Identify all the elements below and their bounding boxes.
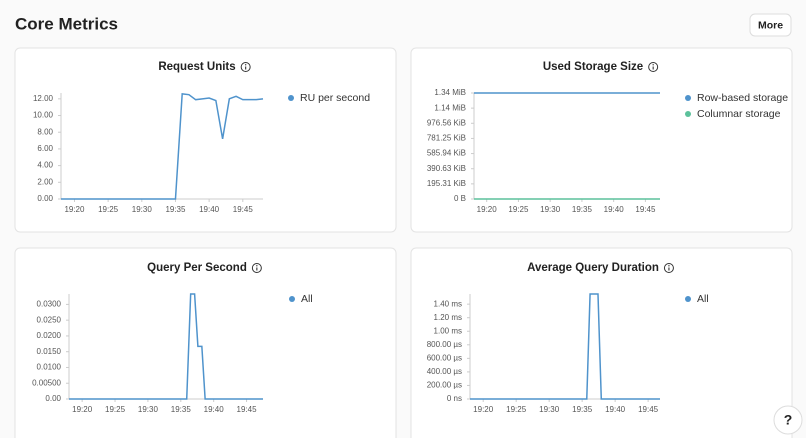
y-tick-label: 800.00 µs: [427, 340, 462, 349]
x-tick-label: 19:40: [604, 205, 625, 214]
x-tick-label: 19:30: [132, 205, 153, 214]
x-tick-label: 19:25: [508, 205, 529, 214]
series-line: [61, 92, 264, 200]
y-tick-label: 1.00 ms: [434, 326, 462, 335]
x-tick-label: 19:30: [138, 405, 159, 414]
card: [14, 247, 397, 438]
legend-label: Row-based storage: [697, 92, 788, 104]
chart-title: Request Units: [158, 61, 235, 73]
x-tick-label: 19:25: [105, 405, 126, 414]
page-title: Core Metrics: [15, 14, 118, 33]
x-tick-label: 19:20: [72, 405, 93, 414]
y-tick-label: 0.0200: [37, 331, 62, 340]
info-icon: [652, 64, 654, 66]
legend-marker: [288, 95, 294, 101]
card: [410, 247, 793, 438]
x-tick-label: 19:35: [165, 205, 186, 214]
info-icon: [244, 64, 247, 66]
x-tick-label: 19:40: [204, 405, 225, 414]
info-icon: [663, 263, 674, 273]
y-tick-label: 585.94 KiB: [427, 149, 466, 158]
chart-title: Query Per Second: [147, 262, 247, 274]
x-tick-label: 19:30: [540, 205, 561, 214]
legend-marker: [289, 296, 295, 302]
y-tick-label: 400.00 µs: [427, 367, 462, 376]
y-tick-label: 781.25 KiB: [427, 134, 466, 143]
x-tick-label: 19:45: [233, 205, 254, 214]
x-tick-label: 19:30: [539, 405, 560, 414]
y-tick-label: 0.00500: [32, 378, 61, 387]
x-tick-label: 19:45: [638, 405, 659, 414]
x-tick-label: 19:40: [199, 205, 220, 214]
info-icon: [240, 62, 251, 72]
legend-label: RU per second: [300, 92, 370, 104]
legend-label: Columnar storage: [697, 108, 781, 120]
y-tick-label: 0.0150: [37, 347, 62, 356]
x-tick-label: 19:35: [572, 405, 593, 414]
y-tick-label: 0.00: [37, 194, 53, 203]
y-tick-label: 0 ns: [447, 394, 462, 403]
y-tick-label: 0.0250: [37, 315, 62, 324]
series-line: [69, 293, 263, 400]
y-tick-label: 976.56 KiB: [427, 118, 466, 127]
card: [14, 47, 397, 233]
x-tick-label: 19:35: [171, 405, 192, 414]
series-line: [470, 293, 660, 400]
y-tick-label: 0.0100: [37, 363, 62, 372]
y-tick-label: 0.00: [45, 394, 61, 403]
y-tick-label: 1.34 MiB: [434, 88, 466, 97]
legend-label: All: [301, 293, 313, 305]
y-tick-label: 12.00: [33, 94, 54, 103]
y-tick-label: 2.00: [37, 177, 53, 186]
info-icon: [256, 265, 258, 267]
info-icon: [668, 265, 670, 267]
help-button[interactable]: [773, 405, 803, 435]
x-tick-label: 19:25: [98, 205, 119, 214]
more-label[interactable]: More: [758, 19, 783, 31]
x-tick-label: 19:45: [635, 205, 656, 214]
legend-label: All: [697, 293, 709, 305]
legend-marker: [685, 111, 691, 117]
legend-marker: [685, 296, 691, 302]
charts: Request Units 0.00 2.00 4.00 6.00 8.00 10.00 12…: [32, 61, 788, 414]
legend-marker: [685, 95, 691, 101]
card: [410, 47, 793, 233]
chart-title: Average Query Duration: [527, 262, 659, 274]
help-label[interactable]: ?: [784, 412, 793, 428]
y-tick-label: 4.00: [37, 161, 53, 170]
y-tick-label: 1.20 ms: [434, 313, 462, 322]
x-tick-label: 19:20: [64, 205, 85, 214]
x-tick-label: 19:45: [237, 405, 258, 414]
x-tick-label: 19:20: [477, 205, 498, 214]
y-tick-label: 195.31 KiB: [427, 179, 466, 188]
y-tick-label: 0.0300: [37, 300, 62, 309]
y-tick-label: 390.63 KiB: [427, 164, 466, 173]
info-icon: [648, 62, 659, 72]
info-icon: [251, 263, 262, 273]
x-tick-label: 19:40: [605, 405, 626, 414]
y-tick-label: 200.00 µs: [427, 381, 462, 390]
y-tick-label: 600.00 µs: [427, 353, 462, 362]
x-tick-label: 19:25: [506, 405, 527, 414]
y-tick-label: 6.00: [37, 144, 53, 153]
y-tick-label: 1.14 MiB: [434, 103, 466, 112]
x-tick-label: 19:20: [473, 405, 494, 414]
y-tick-label: 8.00: [37, 127, 53, 136]
y-tick-label: 1.40 ms: [434, 299, 462, 308]
y-tick-label: 0 B: [454, 194, 466, 203]
chart-title: Used Storage Size: [543, 61, 643, 73]
x-tick-label: 19:35: [572, 205, 593, 214]
y-tick-label: 10.00: [33, 111, 54, 120]
more-button[interactable]: [749, 13, 792, 37]
